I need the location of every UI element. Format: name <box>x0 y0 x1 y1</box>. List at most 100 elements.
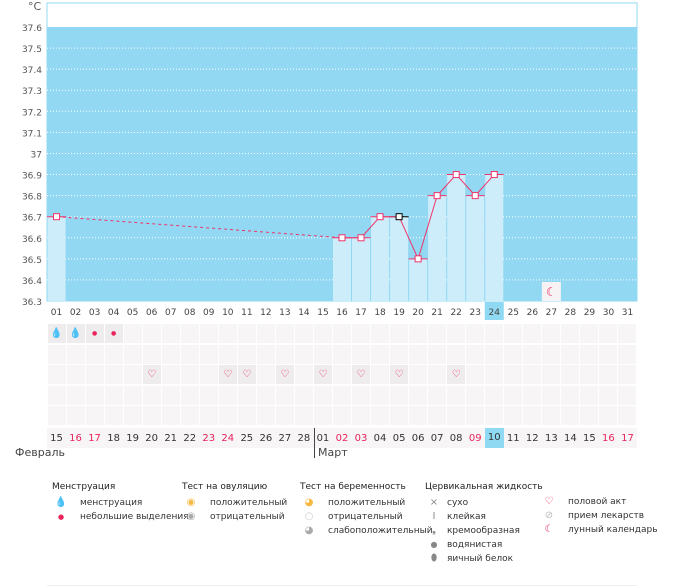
symbol-cell[interactable] <box>275 406 294 426</box>
symbol-cell[interactable] <box>313 344 332 364</box>
symbol-cell[interactable] <box>542 324 561 343</box>
date-cell[interactable]: 04 <box>373 433 387 444</box>
symbol-cell[interactable] <box>123 385 142 405</box>
symbol-cell[interactable] <box>409 365 428 385</box>
date-cell[interactable]: 01 <box>316 433 330 444</box>
symbol-cell[interactable] <box>599 406 618 426</box>
symbol-cell[interactable] <box>352 406 371 426</box>
symbol-cell[interactable] <box>313 385 332 405</box>
symbol-cell[interactable] <box>180 385 199 405</box>
date-cell[interactable]: 06 <box>411 433 425 444</box>
symbol-cell[interactable] <box>218 344 237 364</box>
symbol-cell[interactable] <box>599 324 618 343</box>
symbol-cell[interactable] <box>142 324 161 343</box>
symbol-cell[interactable] <box>580 385 599 405</box>
symbol-cell[interactable] <box>180 365 199 385</box>
symbol-cell[interactable] <box>161 406 180 426</box>
symbol-cell[interactable] <box>485 365 504 385</box>
date-cell[interactable]: 25 <box>240 433 254 444</box>
heart-icon[interactable]: ♡ <box>237 365 256 385</box>
symbol-cell[interactable] <box>256 344 275 364</box>
symbol-cell[interactable] <box>371 344 390 364</box>
date-cell[interactable]: 15 <box>50 433 63 444</box>
symbol-cell[interactable] <box>428 324 447 343</box>
symbol-cell[interactable] <box>237 324 256 343</box>
symbol-cell[interactable] <box>618 365 637 385</box>
symbol-cell[interactable] <box>123 324 142 343</box>
symbol-cell[interactable] <box>294 344 313 364</box>
heart-icon[interactable]: ♡ <box>218 365 237 385</box>
symbol-cell[interactable] <box>542 344 561 364</box>
symbol-cell[interactable] <box>332 406 351 426</box>
date-cell[interactable]: 20 <box>145 433 159 444</box>
symbol-cell[interactable] <box>85 344 104 364</box>
symbol-cell[interactable] <box>161 385 180 405</box>
symbol-cell[interactable] <box>390 406 409 426</box>
symbol-cell[interactable] <box>142 344 161 364</box>
symbol-cell[interactable] <box>447 406 466 426</box>
menstruation-icon[interactable]: 💧 <box>66 324 85 343</box>
symbol-cell[interactable] <box>66 406 85 426</box>
symbol-cell[interactable] <box>104 385 123 405</box>
symbol-cell[interactable] <box>466 406 485 426</box>
symbol-cell[interactable] <box>161 365 180 385</box>
symbol-cell[interactable] <box>390 324 409 343</box>
symbol-cell[interactable] <box>409 385 428 405</box>
symbol-cell[interactable] <box>580 324 599 343</box>
symbol-cell[interactable] <box>237 385 256 405</box>
symbol-cell[interactable] <box>142 385 161 405</box>
symbol-cell[interactable] <box>409 324 428 343</box>
symbol-cell[interactable] <box>485 385 504 405</box>
heart-icon[interactable]: ♡ <box>447 365 466 385</box>
symbol-cell[interactable] <box>294 385 313 405</box>
symbol-cell[interactable] <box>199 385 218 405</box>
symbol-cell[interactable] <box>599 365 618 385</box>
symbol-cell[interactable] <box>390 385 409 405</box>
symbol-cell[interactable] <box>161 344 180 364</box>
date-cell[interactable]: 24 <box>221 433 235 444</box>
symbol-cell[interactable] <box>294 324 313 343</box>
symbol-cell[interactable] <box>104 406 123 426</box>
symbol-cell[interactable] <box>313 406 332 426</box>
symbol-cell[interactable] <box>428 365 447 385</box>
symbol-cell[interactable] <box>466 324 485 343</box>
symbol-cell[interactable] <box>199 406 218 426</box>
symbol-cell[interactable] <box>256 324 275 343</box>
symbol-cell[interactable] <box>485 344 504 364</box>
symbol-cell[interactable] <box>256 406 275 426</box>
symbol-cell[interactable] <box>123 406 142 426</box>
symbol-cell[interactable] <box>371 324 390 343</box>
date-cell[interactable]: 16 <box>602 433 615 444</box>
heart-icon[interactable]: ♡ <box>142 365 161 385</box>
symbol-cell[interactable] <box>504 406 523 426</box>
menstruation-icon[interactable]: 💧 <box>47 324 66 343</box>
symbol-cell[interactable] <box>256 365 275 385</box>
symbol-cell[interactable] <box>218 324 237 343</box>
symbol-cell[interactable] <box>371 385 390 405</box>
symbol-cell[interactable] <box>390 344 409 364</box>
symbol-cell[interactable] <box>275 324 294 343</box>
symbol-cell[interactable] <box>294 365 313 385</box>
symbol-cell[interactable] <box>561 406 580 426</box>
symbol-cell[interactable] <box>275 344 294 364</box>
date-cell[interactable]: 05 <box>392 433 406 444</box>
symbol-cell[interactable] <box>47 344 66 364</box>
symbol-cell[interactable] <box>580 344 599 364</box>
symbol-cell[interactable] <box>618 324 637 343</box>
symbol-cell[interactable] <box>561 365 580 385</box>
date-cell[interactable]: 22 <box>183 433 197 444</box>
date-cell[interactable]: 16 <box>69 433 82 444</box>
date-cell[interactable]: 08 <box>449 433 463 444</box>
symbol-cell[interactable] <box>485 324 504 343</box>
symbol-cell[interactable] <box>332 344 351 364</box>
symbol-cell[interactable] <box>466 385 485 405</box>
symbol-cell[interactable] <box>85 385 104 405</box>
symbol-cell[interactable] <box>371 365 390 385</box>
symbol-cell[interactable] <box>332 385 351 405</box>
symbol-cell[interactable] <box>447 344 466 364</box>
symbol-cell[interactable] <box>580 406 599 426</box>
symbol-cell[interactable] <box>352 324 371 343</box>
symbol-cell[interactable] <box>47 385 66 405</box>
symbol-cell[interactable] <box>618 344 637 364</box>
date-cell[interactable]: 13 <box>544 433 558 444</box>
